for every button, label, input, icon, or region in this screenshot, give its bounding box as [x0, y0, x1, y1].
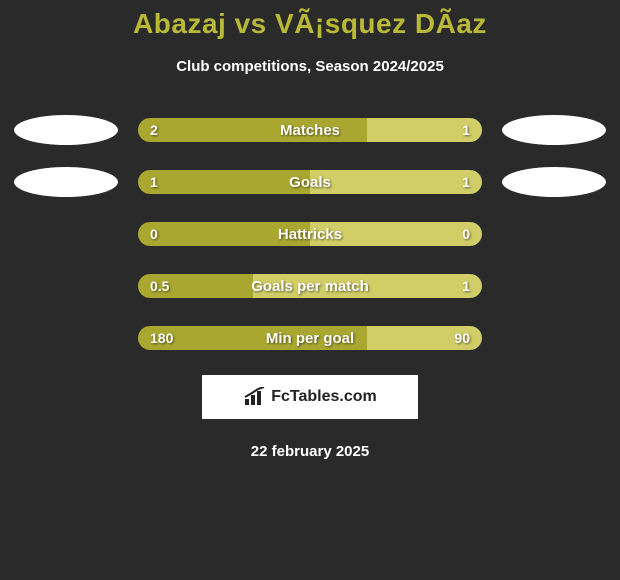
subtitle: Club competitions, Season 2024/2025: [0, 58, 620, 75]
stat-bar: 00Hattricks: [138, 222, 482, 246]
bar-right-fill: [367, 118, 482, 142]
chart-icon: [243, 387, 267, 407]
stat-row: 18090Min per goal: [0, 323, 620, 353]
player-right-ellipse: [502, 167, 606, 197]
bar-right-fill: [310, 170, 482, 194]
infographic-container: Abazaj vs VÃ¡squez DÃ­az Club competitio…: [0, 0, 620, 460]
bar-left-fill: [138, 170, 310, 194]
logo-text: FcTables.com: [271, 388, 377, 406]
title: Abazaj vs VÃ¡squez DÃ­az: [0, 8, 620, 40]
bar-left-fill: [138, 222, 310, 246]
stat-row: 0.51Goals per match: [0, 271, 620, 301]
bar-left-fill: [138, 118, 367, 142]
stat-bar: 18090Min per goal: [138, 326, 482, 350]
stat-bar: 0.51Goals per match: [138, 274, 482, 298]
logo-box: FcTables.com: [202, 375, 418, 419]
bar-right-fill: [253, 274, 482, 298]
bar-right-fill: [310, 222, 482, 246]
player-left-ellipse: [14, 115, 118, 145]
date: 22 february 2025: [0, 443, 620, 460]
bar-left-fill: [138, 274, 253, 298]
stats-list: 21Matches 11Goals 00Hattricks 0.51Goals per…: [0, 115, 620, 353]
player-right-ellipse: [502, 115, 606, 145]
bar-left-fill: [138, 326, 367, 350]
stat-row: 11Goals: [0, 167, 620, 197]
stat-row: 21Matches: [0, 115, 620, 145]
stat-row: 00Hattricks: [0, 219, 620, 249]
stat-bar: 21Matches: [138, 118, 482, 142]
player-left-ellipse: [14, 167, 118, 197]
stat-bar: 11Goals: [138, 170, 482, 194]
bar-right-fill: [367, 326, 482, 350]
